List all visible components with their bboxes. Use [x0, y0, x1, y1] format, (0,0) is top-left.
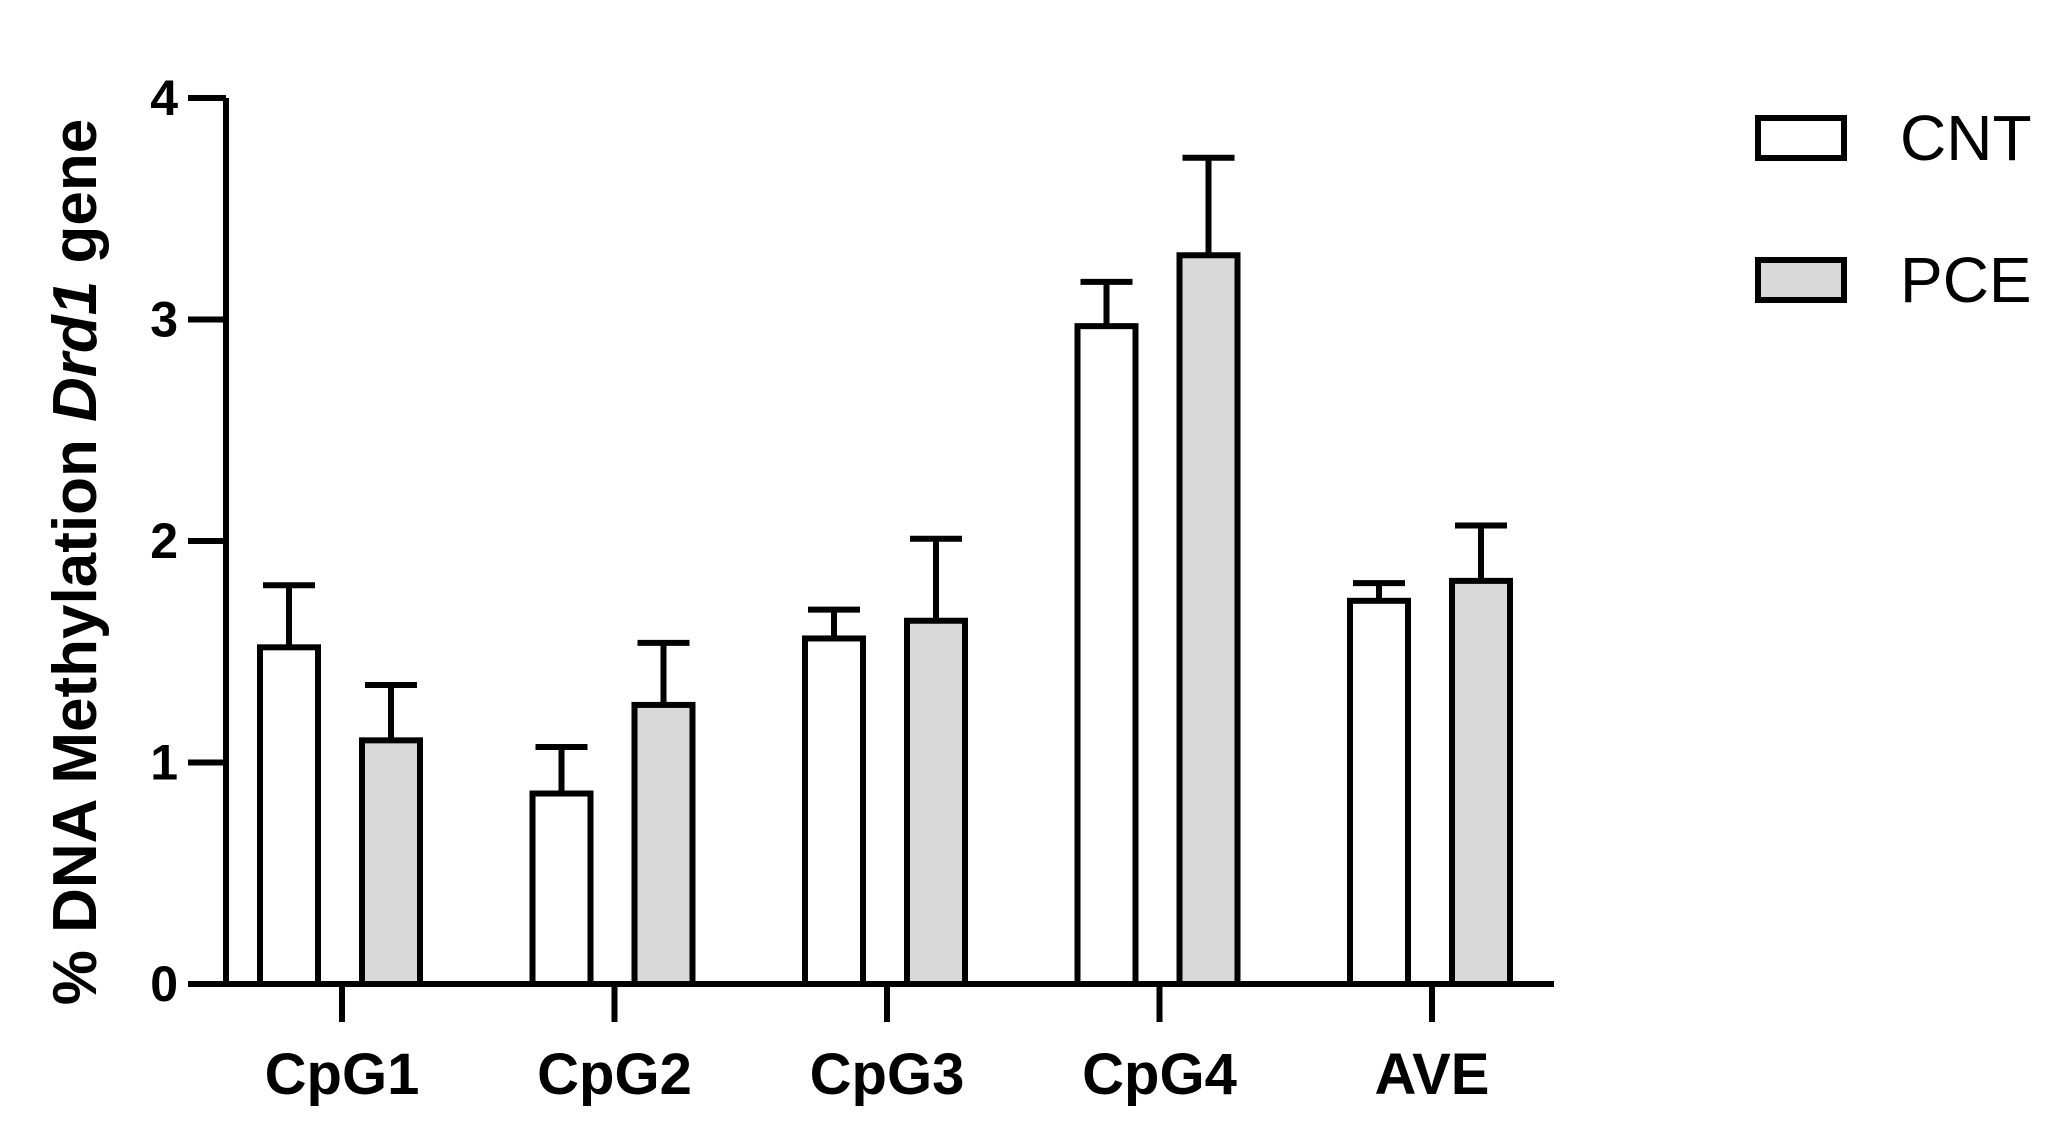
bar-pce-cpg2	[631, 701, 696, 987]
x-tick-label-cpg3: CpG3	[810, 1042, 965, 1107]
y-tick-label-1: 1	[150, 735, 178, 791]
bar-pce-cpg4	[1176, 252, 1241, 987]
y-tick-label-3: 3	[150, 292, 178, 348]
legend-swatch-pce	[1755, 257, 1847, 303]
y-axis-label-gene: Drd1	[41, 281, 110, 422]
bar-pce-cpg1	[359, 737, 423, 987]
y-axis-label-suffix: gene	[41, 119, 110, 281]
y-axis-label-prefix: % DNA Methylation	[41, 422, 110, 1005]
bar-cnt-cpg4	[1074, 323, 1139, 987]
legend-label-pce: PCE	[1900, 244, 2032, 316]
bar-cnt-cpg2	[529, 790, 594, 988]
x-tick-label-cpg1: CpG1	[265, 1042, 420, 1107]
legend-swatch-cnt	[1755, 115, 1847, 161]
y-tick-label-4: 4	[150, 70, 178, 126]
bar-pce-ave	[1449, 577, 1513, 987]
x-tick-label-ave: AVE	[1375, 1042, 1490, 1107]
y-tick-label-0: 0	[150, 956, 178, 1012]
bar-cnt-cpg3	[802, 635, 866, 988]
axes	[188, 95, 1554, 1022]
bar-pce-cpg3	[904, 617, 968, 987]
legend-label-cnt: CNT	[1900, 102, 2032, 174]
tick-labels: CpG1 CpG2 CpG3 CpG4 AVE 0 1 2 3 4	[150, 70, 1489, 1107]
bar-cnt-cpg1	[257, 644, 321, 987]
y-axis-label: % DNA Methylation Drd1 gene	[41, 119, 110, 1005]
y-tick-label-2: 2	[150, 513, 178, 569]
x-tick-label-cpg2: CpG2	[537, 1042, 692, 1107]
x-tick-label-cpg4: CpG4	[1082, 1042, 1237, 1107]
error-bars-layer	[263, 154, 1507, 794]
legend: CNT PCE	[1755, 102, 2032, 316]
bars-layer	[257, 252, 1513, 988]
bar-cnt-ave	[1347, 597, 1411, 987]
